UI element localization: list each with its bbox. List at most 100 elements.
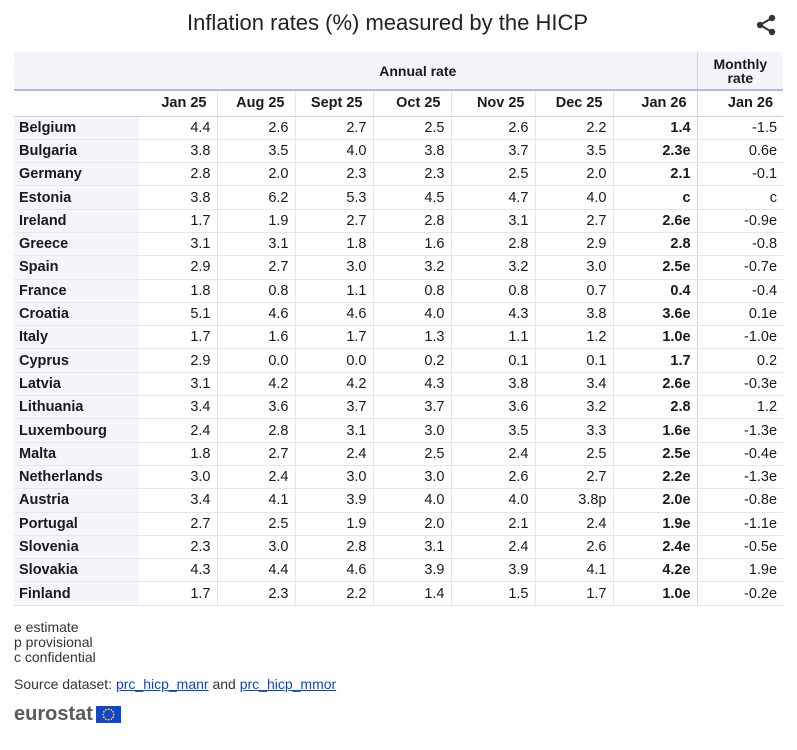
- annual-rate-cell: 3.1: [217, 232, 296, 257]
- monthly-rate-cell: -0.4: [697, 279, 784, 303]
- monthly-rate-cell: -0.7e: [697, 255, 784, 280]
- share-icon[interactable]: [754, 13, 778, 37]
- annual-rate-cell: 0.1: [535, 348, 614, 373]
- annual-rate-cell: 2.2e: [613, 465, 698, 490]
- annual-rate-cell: 0.2: [373, 348, 452, 373]
- annual-rate-cell: 1.7: [613, 348, 698, 373]
- annual-rate-cell: 3.8: [451, 372, 536, 397]
- annual-rate-cell: 2.5: [535, 442, 614, 466]
- annual-rate-cell: 3.8: [373, 139, 452, 164]
- monthly-rate-cell: -1.3e: [697, 418, 784, 443]
- column-header: Oct 25: [373, 90, 452, 117]
- annual-rate-cell: 2.6e: [613, 372, 698, 397]
- annual-rate-cell: 2.7: [535, 209, 614, 233]
- annual-rate-cell: 4.0: [295, 139, 374, 164]
- annual-rate-cell: 1.6: [217, 325, 296, 350]
- annual-rate-cell: 3.0: [373, 418, 452, 443]
- country-name: Luxembourg: [14, 418, 139, 443]
- monthly-rate-cell: -1.5: [697, 116, 784, 140]
- annual-rate-cell: 0.0: [217, 348, 296, 373]
- country-name: France: [14, 279, 139, 303]
- annual-rate-cell: 2.9: [139, 255, 218, 280]
- table-row: Belgium 4.4 2.6 2.7 2.5 2.6 2.2 1.4 -1.5: [14, 116, 784, 140]
- annual-rate-cell: 2.5: [373, 442, 452, 466]
- country-name: Austria: [14, 488, 139, 513]
- table-row: Finland 1.7 2.3 2.2 1.4 1.5 1.7 1.0e -0.2e: [14, 581, 784, 606]
- annual-rate-cell: 1.0e: [613, 581, 698, 606]
- annual-rate-cell: 4.0: [373, 302, 452, 327]
- annual-rate-cell: 3.2: [535, 395, 614, 420]
- annual-rate-cell: 2.4: [535, 512, 614, 536]
- annual-rate-cell: 2.1: [613, 162, 698, 187]
- table-body: Belgium 4.4 2.6 2.7 2.5 2.6 2.2 1.4 -1.5 Bulgaria…: [14, 116, 784, 606]
- country-name: Slovakia: [14, 558, 139, 583]
- monthly-rate-cell: 1.2: [697, 395, 784, 420]
- annual-rate-cell: 1.9e: [613, 512, 698, 536]
- annual-rate-cell: 2.8: [613, 232, 698, 257]
- table-row: Cyprus 2.9 0.0 0.0 0.2 0.1 0.1 1.7 0.2: [14, 348, 784, 373]
- annual-rate-cell: 2.0: [535, 162, 614, 187]
- table-row: Greece 3.1 3.1 1.8 1.6 2.8 2.9 2.8 -0.8: [14, 232, 784, 257]
- source-link-manr[interactable]: prc_hicp_manr: [115, 676, 209, 692]
- monthly-rate-cell: -0.8e: [697, 488, 784, 513]
- annual-rate-cell: 3.4: [139, 488, 218, 513]
- annual-rate-cell: c: [613, 185, 698, 210]
- country-name: Italy: [14, 325, 139, 350]
- monthly-rate-cell: -1.3e: [697, 465, 784, 490]
- annual-rate-cell: 1.6: [373, 232, 452, 257]
- monthly-rate-cell: 0.2: [697, 348, 784, 373]
- page-title: Inflation rates (%) measured by the HICP: [186, 10, 589, 35]
- annual-rate-cell: 3.2: [373, 255, 452, 280]
- country-name: Greece: [14, 232, 139, 257]
- annual-rate-cell: 2.6: [451, 116, 536, 140]
- annual-rate-cell: 2.3: [217, 581, 296, 606]
- country-name: Portugal: [14, 512, 139, 536]
- monthly-rate-cell: -0.9e: [697, 209, 784, 233]
- table-row: Germany 2.8 2.0 2.3 2.3 2.5 2.0 2.1 -0.1: [14, 162, 784, 187]
- monthly-rate-cell: -0.5e: [697, 535, 784, 560]
- table-row: Luxembourg 2.4 2.8 3.1 3.0 3.5 3.3 1.6e -1.3e: [14, 418, 784, 443]
- table-row: Netherlands 3.0 2.4 3.0 3.0 2.6 2.7 2.2e -1.3e: [14, 465, 784, 490]
- annual-rate-cell: 1.4: [613, 116, 698, 140]
- annual-rate-cell: 3.8p: [535, 488, 614, 513]
- annual-rate-cell: 2.4: [451, 535, 536, 560]
- annual-rate-cell: 2.5e: [613, 255, 698, 280]
- footnotes: e estimate p provisional c confidential: [14, 620, 96, 665]
- annual-rate-cell: 3.8: [535, 302, 614, 327]
- annual-rate-cell: 2.6e: [613, 209, 698, 233]
- annual-rate-cell: 3.2: [451, 255, 536, 280]
- annual-rate-cell: 3.9: [451, 558, 536, 583]
- monthly-rate-cell: -0.2e: [697, 581, 784, 606]
- annual-rate-cell: 4.6: [217, 302, 296, 327]
- annual-rate-cell: 4.3: [373, 372, 452, 397]
- annual-rate-cell: 4.3: [451, 302, 536, 327]
- eurostat-logo[interactable]: eurostat: [14, 703, 121, 725]
- annual-rate-cell: 3.4: [535, 372, 614, 397]
- annual-rate-cell: 4.1: [535, 558, 614, 583]
- annual-rate-cell: 2.5: [217, 512, 296, 536]
- annual-rate-cell: 2.4: [217, 465, 296, 490]
- country-name: Estonia: [14, 185, 139, 210]
- table-row: Malta 1.8 2.7 2.4 2.5 2.4 2.5 2.5e -0.4e: [14, 442, 784, 466]
- annual-rate-cell: 2.6: [535, 535, 614, 560]
- annual-rate-cell: 2.3: [373, 162, 452, 187]
- column-header: Sept 25: [295, 90, 374, 117]
- annual-rate-cell: 2.8: [295, 535, 374, 560]
- country-name: Finland: [14, 581, 139, 606]
- annual-rate-cell: 2.5: [373, 116, 452, 140]
- note-estimate: e estimate: [14, 619, 79, 635]
- annual-rate-cell: 2.7: [217, 255, 296, 280]
- table-row: Bulgaria 3.8 3.5 4.0 3.8 3.7 3.5 2.3e 0.6e: [14, 139, 784, 164]
- annual-rate-cell: 2.8: [217, 418, 296, 443]
- table-row: Austria 3.4 4.1 3.9 4.0 4.0 3.8p 2.0e -0.8e: [14, 488, 784, 513]
- column-header: Jan 26: [613, 90, 698, 117]
- annual-rate-cell: 2.4: [451, 442, 536, 466]
- annual-rate-cell: 1.7: [139, 581, 218, 606]
- annual-rate-cell: 0.7: [535, 279, 614, 303]
- annual-rate-cell: 1.5: [451, 581, 536, 606]
- annual-rate-cell: 2.2: [295, 581, 374, 606]
- source-link-mmor[interactable]: prc_hicp_mmor: [239, 676, 337, 692]
- annual-rate-cell: 2.9: [535, 232, 614, 257]
- annual-rate-cell: 3.7: [373, 395, 452, 420]
- annual-rate-cell: 1.8: [295, 232, 374, 257]
